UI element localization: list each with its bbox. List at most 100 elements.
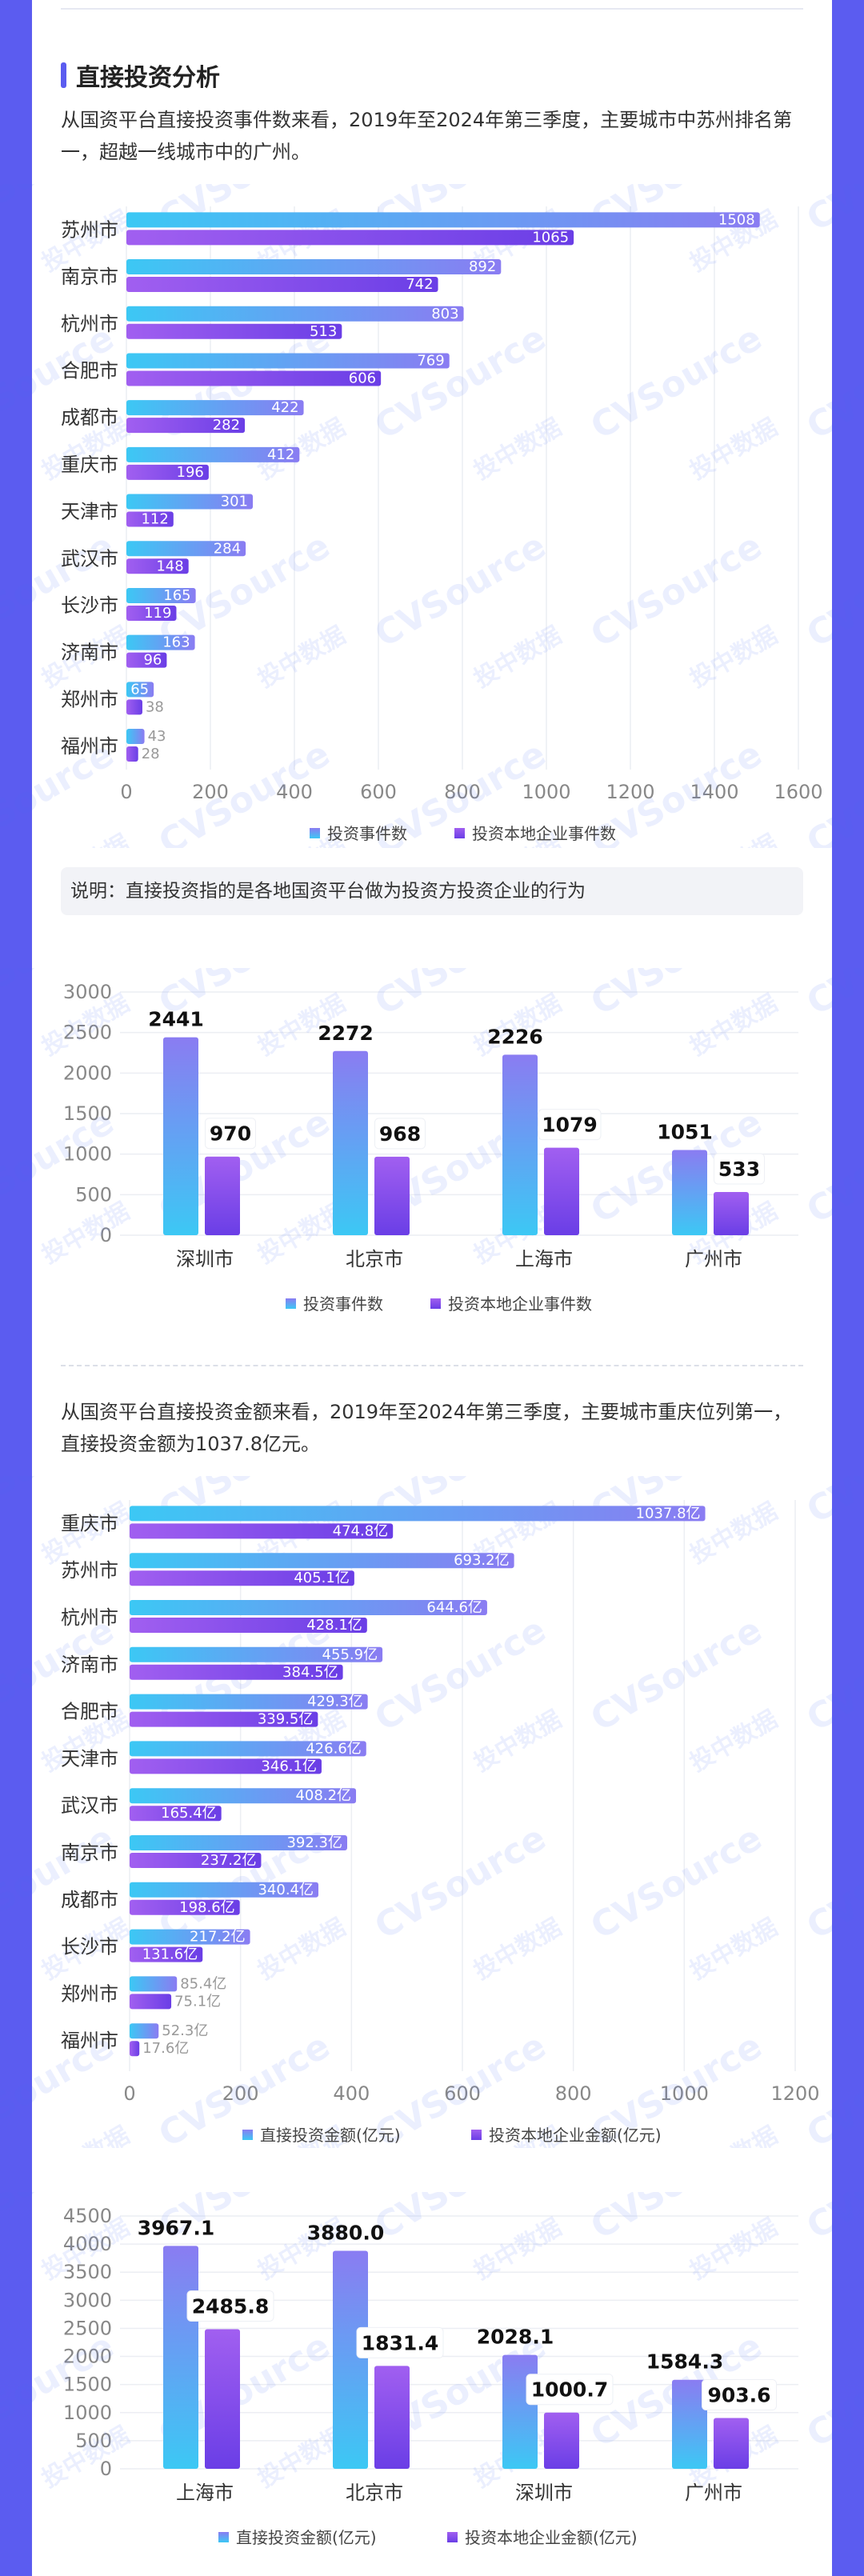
category-label: 上海市 xyxy=(515,1248,573,1270)
bar-primary xyxy=(672,2379,707,2469)
category-label: 北京市 xyxy=(346,2482,403,2504)
watermark-text: CVSource xyxy=(584,526,769,656)
bar-secondary xyxy=(205,1156,240,1235)
watermark-text: CVSource xyxy=(800,2326,864,2456)
legend: 直接投资金额(亿元) 投资本地企业金额(亿元) xyxy=(242,2126,662,2145)
bar-value-label: 2272 xyxy=(318,1022,374,1045)
watermark-text: CVSource xyxy=(800,1818,864,1948)
bar-primary xyxy=(130,1600,487,1615)
data-label-box xyxy=(186,2290,274,2322)
bar-primary xyxy=(672,1150,707,1235)
bar-value-label: 198.6亿 xyxy=(179,1899,235,1916)
y-tick-label: 2500 xyxy=(63,2317,112,2339)
x-tick-label: 400 xyxy=(333,2082,370,2105)
watermark-text: 投中数据 xyxy=(470,1914,566,1986)
bar-value-label: 119 xyxy=(144,605,171,622)
watermark-text: 投中数据 xyxy=(470,2214,566,2286)
bar-primary xyxy=(130,1929,250,1945)
dashed-divider xyxy=(61,1365,803,1366)
bar-value-label: 148 xyxy=(156,558,183,574)
category-label: 福州市 xyxy=(61,735,118,758)
bar-secondary xyxy=(126,277,438,293)
bar-primary xyxy=(126,446,300,462)
watermark-text: CVSource xyxy=(800,318,864,448)
bar-value-label: 52.3亿 xyxy=(162,2022,208,2039)
watermark-text: CVSource xyxy=(800,1102,864,1232)
x-tick-label: 1400 xyxy=(690,781,738,803)
bar-primary xyxy=(163,1037,198,1235)
legend-swatch-2 xyxy=(454,828,465,838)
bar-value-label: 1037.8亿 xyxy=(636,1505,701,1522)
watermark-text: 投中数据 xyxy=(686,830,782,848)
watermark-text: CVSource xyxy=(800,1476,864,1532)
bar-value-label: 163 xyxy=(162,634,190,651)
bar-secondary xyxy=(126,699,142,715)
bar-value-label: 405.1亿 xyxy=(294,1570,350,1586)
watermark-text: CVSource xyxy=(800,2192,864,2248)
data-label-box xyxy=(538,1109,602,1141)
bar-primary xyxy=(502,2354,538,2469)
bar-value-label: 384.5亿 xyxy=(282,1664,338,1681)
bar-value-label: 644.6亿 xyxy=(426,1599,482,1616)
y-tick-label: 0 xyxy=(100,2458,112,2480)
section-accent-bar xyxy=(61,62,66,88)
data-label-box xyxy=(526,2374,614,2406)
bar-value-label: 65 xyxy=(130,681,149,698)
bar-secondary xyxy=(126,370,382,386)
legend-swatch-2 xyxy=(430,1298,441,1309)
watermark-text: CVSource xyxy=(800,526,864,656)
y-tick-label: 3000 xyxy=(63,981,112,1003)
bar-value-label: 968 xyxy=(379,1122,421,1146)
bar-value-label: 339.5亿 xyxy=(258,1711,314,1728)
watermark-text: CVSource xyxy=(368,1818,553,1948)
y-tick-label: 1500 xyxy=(63,1102,112,1125)
watermark-text: CVSource xyxy=(800,1610,864,1740)
bar-value-label: 284 xyxy=(214,540,241,557)
watermark-text: CVSource xyxy=(584,1610,769,1740)
bar-secondary xyxy=(374,2366,410,2469)
legend-label-1: 直接投资金额(亿元) xyxy=(260,2126,401,2145)
bar-primary xyxy=(130,1646,383,1662)
watermark-text: CVSource xyxy=(584,1818,769,1948)
watermark-text: CVSource xyxy=(368,318,553,448)
chart-amount-tier1-vertical: 0 500 1000 1500 2000 2500 3000 3500 4000 4500 CVSo… xyxy=(0,2192,864,2547)
category-label: 长沙市 xyxy=(61,594,118,617)
category-label: 天津市 xyxy=(61,501,118,523)
bar-value-label: 2226 xyxy=(487,1025,543,1048)
bar-secondary xyxy=(130,2041,140,2057)
bar-value-label: 769 xyxy=(417,352,444,369)
x-tick-label: 1200 xyxy=(770,2082,819,2105)
bar-secondary xyxy=(126,746,138,762)
bar-primary xyxy=(126,306,464,322)
y-tick-label: 4000 xyxy=(63,2233,112,2255)
data-label-box xyxy=(714,1153,765,1185)
bar-secondary xyxy=(130,1570,354,1586)
bar-secondary xyxy=(130,1899,240,1915)
category-label: 合肥市 xyxy=(61,359,118,382)
bar-value-label: 28 xyxy=(142,746,160,762)
watermark-text: 投中数据 xyxy=(686,2214,782,2286)
x-tick-label: 200 xyxy=(222,2082,259,2105)
category-label: 重庆市 xyxy=(61,1512,118,1534)
intro-paragraph-amount: 从国资平台直接投资金额来看，2019年至2024年第三季度，主要城市重庆位列第一… xyxy=(61,1401,793,1455)
intro-paragraph-events: 从国资平台直接投资事件数来看，2019年至2024年第三季度，主要城市中苏州排名… xyxy=(61,109,793,163)
y-tick-label: 2500 xyxy=(63,1022,112,1044)
bar-value-label: 1831.4 xyxy=(362,2331,438,2354)
bar-value-label: 3880.0 xyxy=(307,2222,384,2245)
bar-primary xyxy=(130,1553,514,1569)
bar-secondary xyxy=(126,464,209,480)
bar-value-label: 17.6亿 xyxy=(142,2040,189,2057)
bar-value-label: 1051 xyxy=(657,1120,713,1143)
bar-value-label: 408.2亿 xyxy=(295,1787,351,1804)
data-label-box xyxy=(205,1118,256,1150)
bar-secondary xyxy=(130,1711,318,1727)
category-label: 深圳市 xyxy=(515,2482,573,2504)
bar-secondary xyxy=(126,230,574,246)
legend-label-2: 投资本地企业金额(亿元) xyxy=(465,2528,638,2547)
x-tick-label: 600 xyxy=(360,781,397,803)
legend-swatch-1 xyxy=(310,828,320,838)
x-tick-label: 0 xyxy=(120,781,132,803)
bar-value-label: 742 xyxy=(406,276,433,293)
bar-value-label: 892 xyxy=(469,258,496,275)
bar-primary xyxy=(130,1506,706,1522)
